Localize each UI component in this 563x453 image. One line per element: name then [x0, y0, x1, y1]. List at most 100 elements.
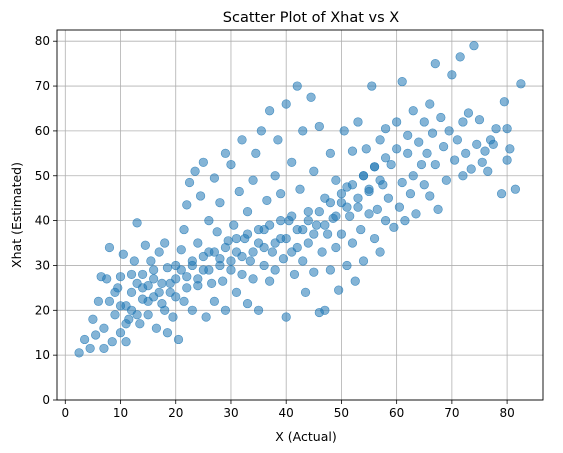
- scatter-point: [491, 124, 501, 134]
- scatter-point: [400, 216, 410, 226]
- scatter-point: [496, 189, 507, 199]
- scatter-point: [267, 247, 277, 257]
- scatter-point: [245, 256, 255, 266]
- scatter-point: [110, 310, 120, 320]
- scatter-point: [381, 216, 391, 226]
- scatter-point: [419, 117, 429, 127]
- scatter-point: [187, 305, 197, 315]
- scatter-point: [198, 251, 208, 262]
- scatter-point: [204, 216, 214, 226]
- scatter-point: [298, 126, 308, 136]
- scatter-point: [204, 265, 214, 275]
- scatter-point: [201, 312, 211, 322]
- scatter-point: [477, 157, 487, 167]
- scatter-point: [458, 117, 468, 127]
- scatter-point: [347, 146, 358, 156]
- scatter-point: [91, 330, 101, 340]
- scatter-point: [259, 242, 269, 253]
- scatter-point: [474, 115, 485, 125]
- scatter-point: [375, 135, 385, 145]
- scatter-point: [209, 173, 219, 183]
- scatter-point: [325, 148, 335, 158]
- scatter-point: [455, 52, 465, 62]
- x-tick-label: 30: [223, 406, 238, 420]
- scatter-point: [347, 180, 358, 190]
- y-tick-label: 50: [35, 169, 50, 183]
- scatter-point: [411, 209, 421, 219]
- scatter-point: [331, 242, 341, 253]
- scatter-point: [353, 117, 363, 127]
- scatter-point: [115, 328, 126, 338]
- scatter-point: [289, 269, 300, 280]
- scatter-point: [231, 287, 242, 297]
- scatter-point: [121, 337, 131, 347]
- scatter-point: [195, 191, 206, 201]
- scatter-point: [436, 112, 446, 123]
- axis-ticks: 0 10 20 30 40 50 60 70 80 0 10 20 30 40 50 60 70 80: [35, 34, 515, 420]
- scatter-point: [179, 296, 189, 306]
- scatter-point: [309, 229, 319, 239]
- scatter-point: [483, 166, 493, 176]
- x-tick-label: 0: [61, 406, 69, 420]
- scatter-point: [209, 296, 219, 306]
- x-tick-label: 40: [279, 406, 294, 420]
- scatter-point: [104, 296, 115, 306]
- scatter-point: [281, 233, 291, 244]
- scatter-point: [458, 171, 468, 181]
- scatter-point: [218, 276, 228, 286]
- scatter-point: [397, 177, 407, 188]
- scatter-point: [179, 224, 189, 235]
- scatter-point: [386, 159, 396, 170]
- scatter-point: [392, 144, 402, 154]
- scatter-point: [469, 41, 479, 51]
- scatter-point: [270, 265, 280, 275]
- scatter-point: [334, 285, 344, 295]
- scatter-point: [251, 148, 261, 158]
- scatter-point: [325, 198, 335, 208]
- scatter-point: [151, 323, 162, 333]
- scatter-point: [452, 135, 462, 145]
- scatter-point: [450, 155, 460, 165]
- scatter-point: [287, 157, 297, 167]
- scatter-point: [118, 249, 128, 259]
- scatter-point: [115, 301, 126, 311]
- scatter-point: [466, 164, 476, 174]
- scatter-point: [226, 159, 236, 170]
- y-tick-label: 60: [35, 124, 50, 138]
- scatter-point: [138, 283, 148, 293]
- scatter-point: [143, 296, 153, 306]
- scatter-point: [281, 99, 291, 109]
- scatter-point: [381, 124, 391, 134]
- scatter-point: [226, 256, 236, 266]
- scatter-point: [292, 242, 302, 253]
- scatter-point: [314, 121, 324, 132]
- scatter-point: [229, 220, 239, 230]
- scatter-point: [331, 211, 341, 221]
- x-tick-label: 60: [389, 406, 404, 420]
- scatter-point: [126, 269, 137, 280]
- scatter-point: [510, 184, 520, 194]
- scatter-point: [320, 220, 330, 230]
- scatter-point: [149, 274, 159, 284]
- y-tick-label: 10: [35, 348, 50, 362]
- scatter-point: [85, 343, 95, 354]
- scatter-point: [171, 292, 181, 302]
- scatter-point: [447, 70, 457, 80]
- scatter-point: [265, 106, 275, 116]
- scatter-point: [403, 148, 413, 158]
- scatter-point: [207, 278, 217, 288]
- scatter-point: [309, 267, 319, 277]
- scatter-point: [287, 211, 297, 221]
- scatter-point: [408, 171, 418, 181]
- scatter-point: [248, 247, 258, 257]
- scatter-point: [392, 117, 402, 127]
- scatter-point: [364, 209, 374, 219]
- scatter-point: [419, 180, 429, 190]
- scatter-point: [115, 272, 126, 282]
- scatter-point: [187, 260, 197, 271]
- scatter-point: [276, 189, 286, 199]
- x-tick-label: 20: [168, 406, 183, 420]
- scatter-point: [256, 126, 266, 136]
- scatter-point: [358, 256, 369, 266]
- scatter-point: [265, 276, 275, 286]
